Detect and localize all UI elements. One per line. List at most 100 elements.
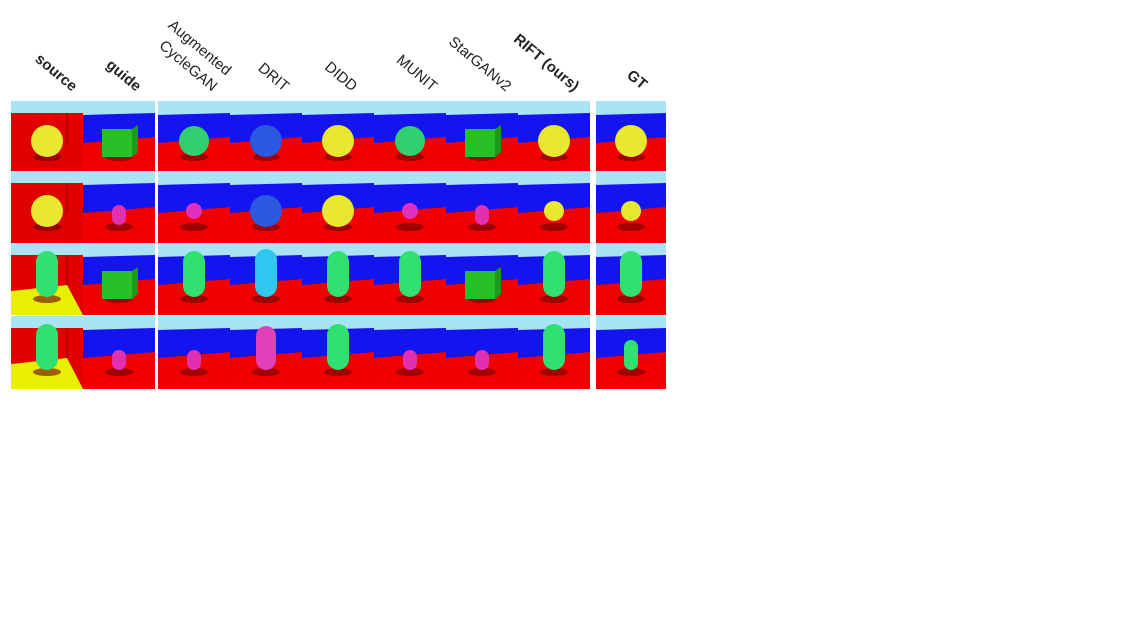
capsule bbox=[112, 350, 126, 370]
wall bbox=[446, 183, 518, 213]
sky bbox=[230, 101, 302, 115]
image-cell bbox=[11, 316, 83, 389]
capsule bbox=[624, 340, 638, 370]
image-cell bbox=[302, 101, 374, 173]
column-header: DIDD bbox=[321, 58, 360, 95]
wall bbox=[374, 328, 446, 358]
sky bbox=[518, 243, 590, 257]
sky bbox=[158, 316, 230, 330]
image-cell bbox=[446, 243, 518, 315]
sky bbox=[302, 171, 374, 185]
sky bbox=[83, 316, 155, 330]
sky bbox=[302, 101, 374, 115]
cube-side bbox=[495, 125, 501, 157]
sky bbox=[446, 171, 518, 185]
ball bbox=[250, 125, 282, 157]
sky bbox=[596, 243, 666, 257]
column-header: source bbox=[32, 50, 81, 95]
image-cell bbox=[518, 101, 590, 173]
image-cell bbox=[446, 316, 518, 389]
shadow bbox=[617, 295, 645, 303]
ball bbox=[544, 201, 564, 221]
image-cell bbox=[518, 316, 590, 389]
sky bbox=[230, 171, 302, 185]
cube-side bbox=[495, 267, 501, 299]
sky bbox=[302, 316, 374, 330]
shadow bbox=[252, 368, 280, 376]
image-cell bbox=[11, 101, 83, 173]
sky bbox=[11, 243, 83, 255]
cube bbox=[465, 129, 495, 157]
image-cell bbox=[230, 316, 302, 389]
shadow bbox=[396, 223, 424, 231]
sky bbox=[11, 316, 83, 328]
image-cell bbox=[446, 101, 518, 173]
ball bbox=[31, 125, 63, 157]
capsule bbox=[403, 350, 417, 370]
shadow bbox=[105, 223, 133, 231]
wall bbox=[83, 328, 155, 358]
image-cell bbox=[230, 243, 302, 315]
wall bbox=[158, 183, 230, 213]
cube bbox=[102, 271, 132, 299]
shadow bbox=[396, 368, 424, 376]
sky bbox=[158, 171, 230, 185]
capsule bbox=[256, 326, 276, 370]
capsule bbox=[255, 249, 277, 297]
sky bbox=[446, 316, 518, 330]
image-cell bbox=[596, 316, 666, 389]
cube bbox=[102, 129, 132, 157]
sky bbox=[83, 243, 155, 257]
ball bbox=[395, 126, 425, 156]
image-cell bbox=[596, 243, 666, 315]
sky bbox=[374, 243, 446, 257]
ball bbox=[322, 125, 354, 157]
capsule bbox=[399, 251, 421, 297]
image-cell bbox=[446, 171, 518, 243]
capsule bbox=[620, 251, 642, 297]
image-cell bbox=[230, 101, 302, 173]
image-cell bbox=[158, 101, 230, 173]
wall bbox=[596, 183, 666, 213]
sky bbox=[596, 171, 666, 185]
wall bbox=[158, 328, 230, 358]
capsule bbox=[36, 251, 58, 297]
sky bbox=[302, 243, 374, 257]
shadow bbox=[540, 368, 568, 376]
image-cell bbox=[11, 171, 83, 243]
cube-side bbox=[132, 125, 138, 157]
sky bbox=[518, 316, 590, 330]
cube-side bbox=[132, 267, 138, 299]
image-cell bbox=[302, 243, 374, 315]
sky bbox=[374, 101, 446, 115]
sky bbox=[596, 316, 666, 330]
shadow bbox=[180, 295, 208, 303]
ball bbox=[621, 201, 641, 221]
divider bbox=[155, 99, 158, 391]
image-cell bbox=[518, 171, 590, 243]
shadow bbox=[468, 368, 496, 376]
sky bbox=[83, 101, 155, 115]
image-cell bbox=[83, 171, 155, 243]
sky bbox=[83, 171, 155, 185]
shadow bbox=[396, 153, 424, 161]
shadow bbox=[540, 223, 568, 231]
sky bbox=[374, 171, 446, 185]
shadow bbox=[324, 368, 352, 376]
image-cell bbox=[158, 243, 230, 315]
image-cell bbox=[83, 101, 155, 173]
wall bbox=[83, 183, 155, 213]
sky bbox=[158, 243, 230, 257]
shadow bbox=[324, 295, 352, 303]
image-grid bbox=[11, 99, 666, 391]
shadow bbox=[396, 295, 424, 303]
image-cell bbox=[374, 171, 446, 243]
capsule bbox=[183, 251, 205, 297]
ball bbox=[186, 203, 202, 219]
image-cell bbox=[302, 171, 374, 243]
ball bbox=[322, 195, 354, 227]
sky bbox=[230, 316, 302, 330]
sky bbox=[446, 101, 518, 115]
capsule bbox=[475, 350, 489, 370]
